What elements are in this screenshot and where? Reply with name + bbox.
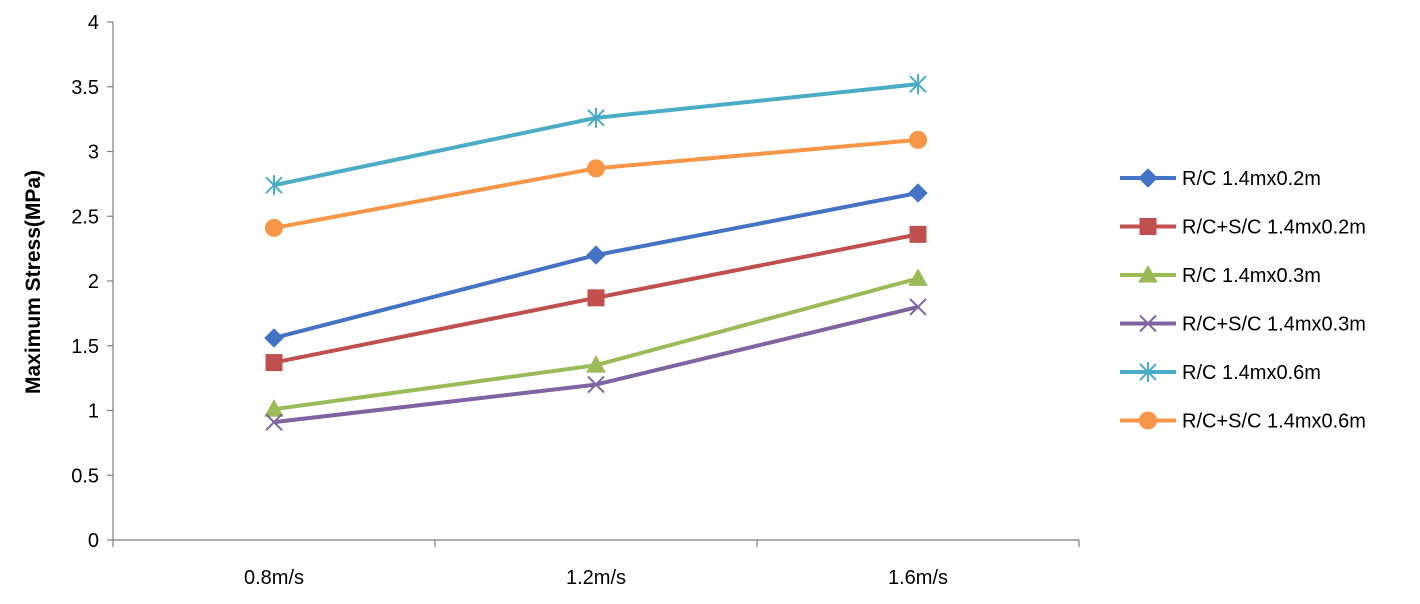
x-tick-label: 1.2m/s [566,567,626,589]
legend-label: R/C+S/C 1.4mx0.2m [1182,217,1366,239]
data-point [587,375,605,394]
data-point [909,74,927,95]
data-point [587,159,605,178]
legend: R/C 1.4mx0.2m R/C+S/C 1.4mx0.2m R/C 1.4mx0… [1120,168,1366,433]
legend-marker [1138,168,1158,188]
legend-item: R/C+S/C 1.4mx0.3m [1120,314,1366,336]
data-point [909,298,927,316]
legend-label: R/C 1.4mx0.2m [1182,168,1321,190]
series-line [273,137,919,230]
legend-label: R/C 1.4mx0.3m [1182,265,1321,287]
data-point [587,107,605,128]
legend-marker [1139,362,1157,382]
legend-item: R/C 1.4mx0.2m [1120,168,1321,190]
y-tick-label: 2.5 [71,206,99,228]
series-6 [265,130,927,237]
y-tick-label: 0.5 [71,465,99,487]
x-tick-label: 0.8m/s [244,567,304,589]
data-point [265,354,283,372]
y-tick-label: 4 [88,12,99,34]
data-point [909,130,927,149]
data-point [586,355,606,373]
data-point [587,289,605,307]
legend-item: R/C+S/C 1.4mx0.6m [1120,411,1366,433]
data-point [264,328,284,348]
legend-marker [1139,411,1157,430]
data-point [909,225,927,243]
series-2 [265,225,927,372]
series-3 [264,268,928,417]
data-point [264,399,284,417]
data-point [265,218,283,237]
legend-marker [1139,218,1157,235]
series-1 [264,183,928,348]
y-axis-title: Maximum Stress(MPa) [22,170,45,394]
legend-item: R/C 1.4mx0.6m [1120,362,1321,384]
x-axis-ticks: 0.8m/s 1.2m/s 1.6m/s [112,540,1080,589]
y-axis-ticks: 0 0.5 1 1.5 2 2.5 3 3.5 4 [71,12,113,552]
legend-marker [1139,314,1157,333]
series-4 [265,298,927,431]
data-point [265,413,283,431]
series-layer [264,74,928,431]
x-tick-label: 1.6m/s [888,567,948,589]
y-tick-label: 3.5 [71,77,99,99]
y-tick-label: 3 [88,142,99,164]
y-tick-label: 2 [88,271,99,293]
legend-label: R/C+S/C 1.4mx0.6m [1182,411,1366,433]
data-point [586,245,606,265]
y-tick-label: 0 [88,530,99,552]
legend-label: R/C 1.4mx0.6m [1182,362,1321,384]
legend-label: R/C+S/C 1.4mx0.3m [1182,314,1366,336]
data-point [908,183,928,203]
series-line [273,190,919,340]
legend-item: R/C+S/C 1.4mx0.2m [1120,217,1366,239]
y-tick-label: 1 [88,401,99,423]
data-point [908,268,928,286]
legend-marker [1138,264,1158,283]
legend-item: R/C 1.4mx0.3m [1120,264,1321,287]
axes [112,22,1079,541]
data-point [265,175,283,196]
series-5 [265,74,927,196]
y-tick-label: 1.5 [71,336,99,358]
